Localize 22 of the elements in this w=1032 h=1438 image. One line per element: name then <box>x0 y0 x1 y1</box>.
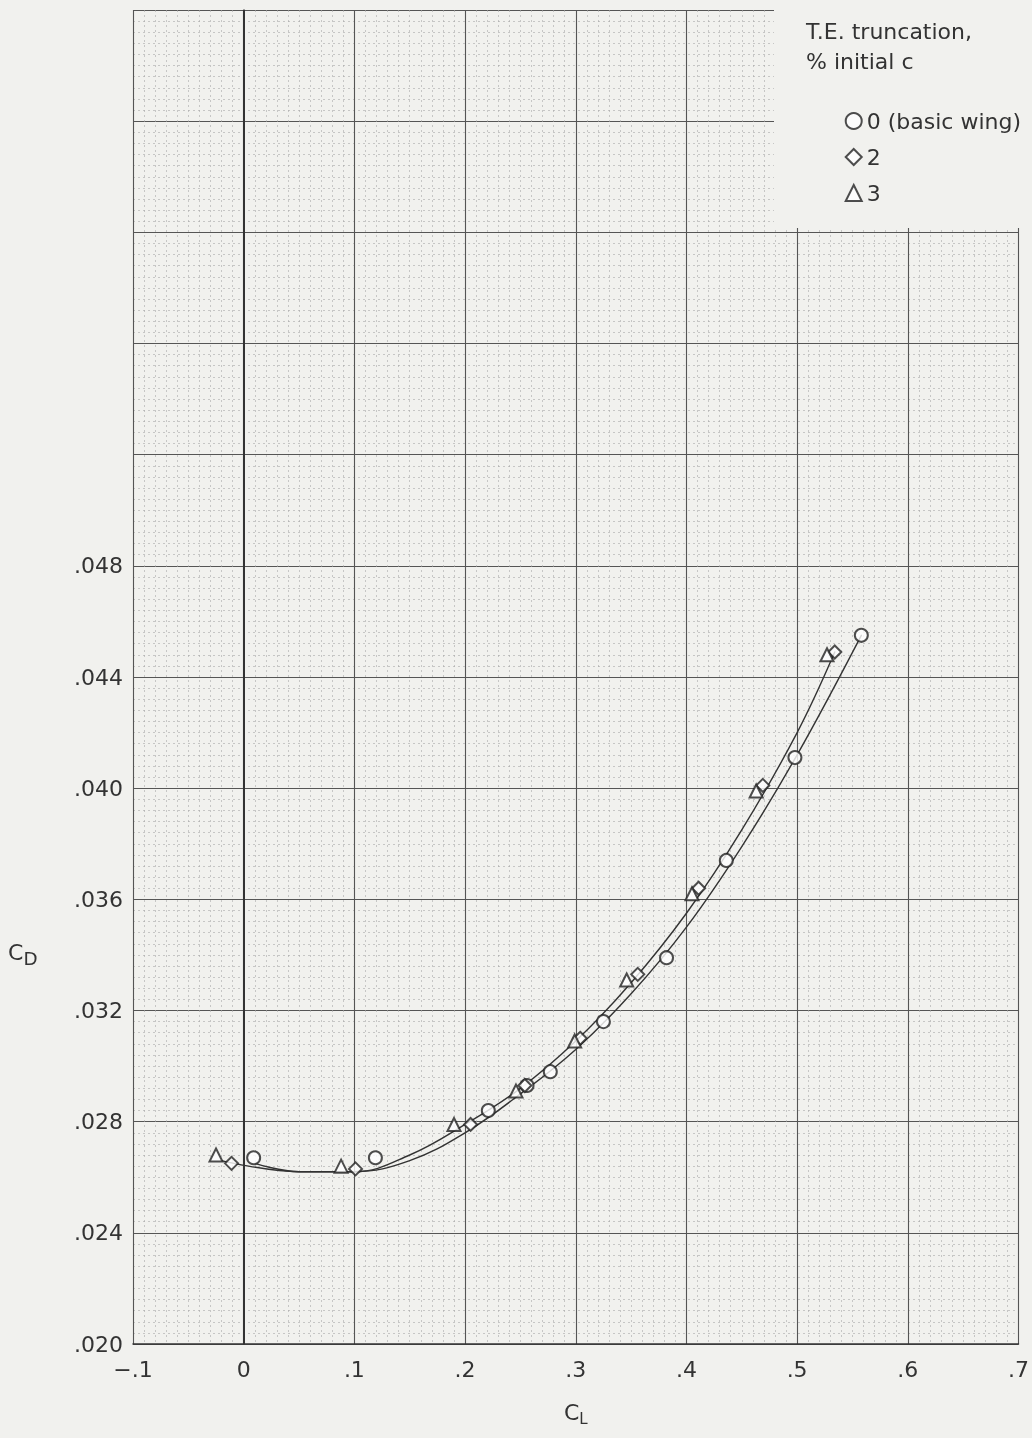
x-tick-label: .4 <box>675 1356 697 1382</box>
x-tick-label: .5 <box>786 1356 808 1382</box>
legend-label: 0 (basic wing) <box>866 108 1021 134</box>
y-tick-label: .032 <box>74 998 123 1023</box>
y-tick-label: .048 <box>74 553 123 579</box>
x-tick-label: −.1 <box>113 1356 153 1382</box>
x-tick-label: .1 <box>343 1356 365 1382</box>
legend-title: T.E. truncation, % initial c <box>805 18 973 74</box>
y-tick-label: .044 <box>74 664 123 690</box>
x-tick-label: 0 <box>236 1356 251 1382</box>
y-tick-label: .036 <box>74 886 123 912</box>
x-tick-label: .7 <box>1008 1356 1029 1382</box>
y-tick-label: .040 <box>74 775 123 801</box>
y-axis-title: C$_{D}$ <box>8 940 38 970</box>
x-tick-label: .3 <box>565 1356 587 1382</box>
x-tick-label: .6 <box>897 1356 919 1382</box>
y-tick-label: .028 <box>74 1109 123 1135</box>
legend-label: 2 <box>866 144 881 170</box>
y-tick-label: .020 <box>74 1331 123 1357</box>
y-tick-label: .024 <box>74 1220 123 1246</box>
legend-label: 3 <box>866 180 881 206</box>
x-tick-label: .2 <box>454 1356 476 1382</box>
